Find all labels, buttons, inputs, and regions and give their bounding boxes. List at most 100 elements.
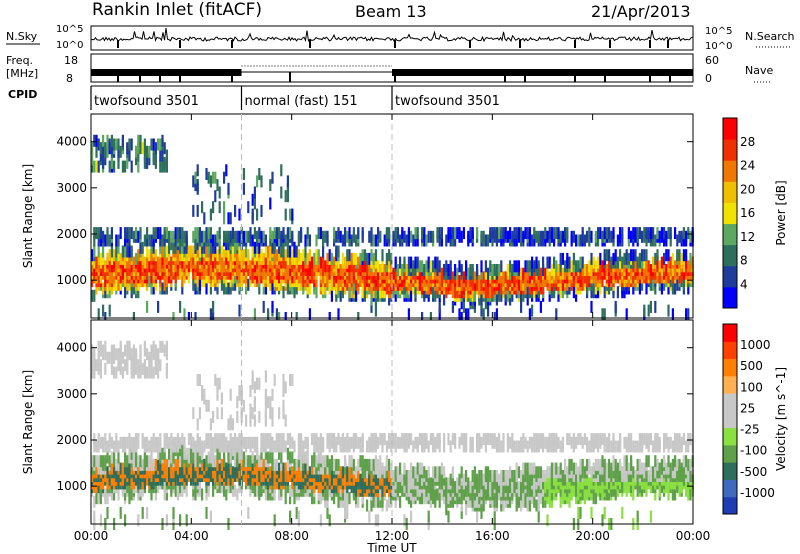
data-cell (207, 227, 210, 240)
data-cell (652, 256, 655, 269)
data-cell (330, 473, 333, 486)
data-cell (152, 234, 155, 247)
data-cell (577, 260, 580, 273)
data-cell (414, 436, 417, 449)
data-cell (179, 227, 182, 240)
data-cell (394, 256, 397, 269)
data-cell (242, 182, 245, 195)
data-cell (425, 234, 428, 247)
data-cell (592, 282, 595, 295)
data-cell (271, 481, 274, 494)
data-cell (379, 433, 382, 446)
data-cell (280, 186, 283, 199)
data-cell (104, 275, 107, 288)
data-cell (322, 271, 325, 284)
data-cell (522, 440, 525, 453)
data-cell (566, 466, 569, 479)
data-cell (355, 492, 358, 505)
data-cell (460, 286, 463, 299)
data-cell (676, 234, 679, 247)
data-cell (480, 436, 483, 449)
data-cell (630, 264, 633, 276)
data-cell (154, 362, 157, 375)
data-cell (172, 506, 175, 519)
data-cell (663, 227, 666, 240)
data-cell (482, 473, 485, 486)
data-cell (229, 212, 232, 225)
data-cell (209, 510, 212, 523)
data-cell (385, 440, 388, 453)
data-cell (91, 462, 94, 475)
data-cell (209, 282, 212, 295)
data-cell (568, 495, 571, 508)
data-cell (157, 300, 160, 313)
data-cell (209, 418, 212, 431)
data-cell (502, 227, 505, 240)
data-cell (161, 245, 164, 258)
data-cell (625, 249, 628, 262)
nsky-trace (90, 27, 693, 43)
data-cell (643, 249, 646, 262)
data-cell (394, 289, 397, 302)
data-cell (324, 488, 327, 501)
data-cell (231, 444, 234, 457)
data-cell (370, 256, 373, 269)
data-cell (104, 286, 107, 299)
data-cell (500, 470, 503, 482)
data-cell (194, 179, 197, 192)
data-cell (436, 227, 439, 240)
data-cell (104, 348, 107, 361)
data-cell (284, 440, 287, 453)
data-cell (201, 440, 204, 453)
data-cell (97, 470, 100, 482)
data-cell (260, 484, 263, 497)
data-cell (115, 234, 118, 247)
data-cell (278, 227, 281, 240)
data-cell (110, 252, 113, 265)
data-cell (179, 436, 182, 449)
data-cell (150, 458, 153, 471)
data-cell (388, 267, 391, 280)
data-cell (117, 156, 120, 169)
data-cell (267, 433, 270, 446)
data-cell (559, 230, 562, 243)
data-cell (91, 455, 94, 468)
data-cell (410, 473, 413, 486)
data-cell (93, 348, 96, 361)
data-cell (449, 227, 452, 240)
data-cell (359, 436, 362, 449)
data-cell (209, 175, 212, 188)
data-cell (99, 359, 102, 372)
data-cell (416, 462, 419, 475)
colorbar-swatch (723, 118, 737, 140)
data-cell (214, 252, 217, 265)
data-cell (108, 455, 111, 468)
data-cell (348, 286, 351, 299)
data-cell (330, 252, 333, 265)
data-cell (124, 451, 127, 464)
data-cell (379, 488, 382, 501)
data-cell (603, 249, 606, 262)
data-cell (110, 344, 113, 357)
data-cell (449, 267, 452, 280)
data-cell (645, 282, 648, 295)
data-cell (229, 230, 232, 243)
data-cell (333, 227, 336, 240)
data-cell (150, 436, 153, 449)
data-cell (135, 275, 138, 288)
data-cell (269, 407, 272, 420)
data-cell (225, 488, 228, 501)
data-cell (319, 227, 322, 240)
data-cell (234, 455, 237, 468)
data-cell (130, 447, 133, 460)
data-cell (280, 433, 283, 446)
data-cell (300, 470, 303, 482)
data-cell (163, 142, 166, 155)
data-cell (366, 252, 369, 265)
data-cell (238, 481, 241, 494)
data-cell (564, 458, 567, 471)
data-cell (513, 234, 516, 247)
data-cell (399, 436, 402, 449)
data-cell (533, 286, 536, 299)
data-cell (247, 506, 250, 519)
